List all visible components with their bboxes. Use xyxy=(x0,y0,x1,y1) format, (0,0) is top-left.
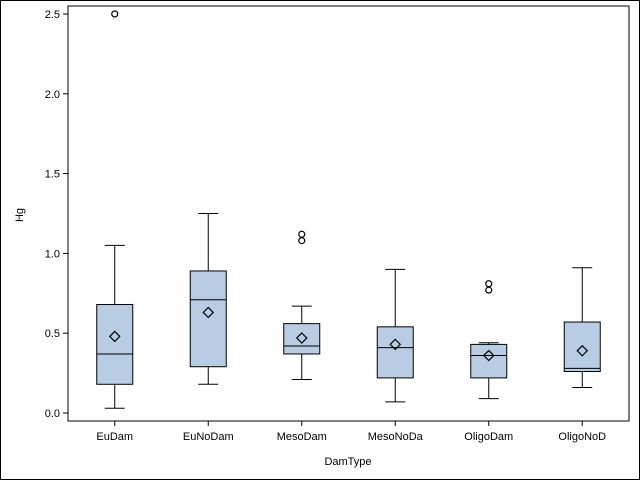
outlier-point xyxy=(298,230,306,238)
x-tick-label: EuNoDam xyxy=(183,431,234,443)
y-tick-label: 1.0 xyxy=(45,248,60,260)
iqr-box xyxy=(376,326,414,379)
iqr-box xyxy=(563,321,601,373)
iqr-box xyxy=(283,323,321,355)
outlier-point xyxy=(111,10,119,18)
outlier-point xyxy=(485,280,493,288)
x-tick-label: MesoDam xyxy=(277,431,327,443)
box-OligoNoD xyxy=(563,267,601,388)
plot-area xyxy=(67,5,630,422)
x-tick-label: EuDam xyxy=(96,431,133,443)
box-EuDam xyxy=(96,10,134,409)
x-tick-label: OligoDam xyxy=(464,431,513,443)
iqr-box xyxy=(189,270,227,368)
x-axis: EuDam EuNoDam MesoDam MesoNoDa OligoDam Oligo… xyxy=(96,421,606,443)
box-OligoDam xyxy=(470,280,508,400)
y-tick-label: 1.5 xyxy=(45,169,60,181)
mean-marker xyxy=(202,306,215,319)
mean-marker xyxy=(108,330,121,343)
box-MesoDam xyxy=(283,230,321,380)
y-tick-label: 2.5 xyxy=(45,9,60,21)
mean-marker xyxy=(389,338,402,351)
x-tick-label: OligoNoD xyxy=(558,431,606,443)
y-tick-label: 0.0 xyxy=(45,408,60,420)
y-axis-title: Hg xyxy=(14,208,26,222)
box-MesoNoDa xyxy=(376,268,414,403)
iqr-box xyxy=(96,303,134,385)
boxes-group xyxy=(96,10,601,409)
mean-marker xyxy=(576,344,589,357)
x-axis-title: DamType xyxy=(324,456,371,468)
y-tick-label: 0.5 xyxy=(45,328,60,340)
y-tick-label: 2.0 xyxy=(45,89,60,101)
box-EuNoDam xyxy=(189,213,227,385)
y-axis: 0.0 0.5 1.0 1.5 2.0 2.5 xyxy=(45,9,68,420)
x-tick-label: MesoNoDa xyxy=(368,431,424,443)
mean-marker xyxy=(295,332,308,344)
mean-marker xyxy=(482,349,495,362)
